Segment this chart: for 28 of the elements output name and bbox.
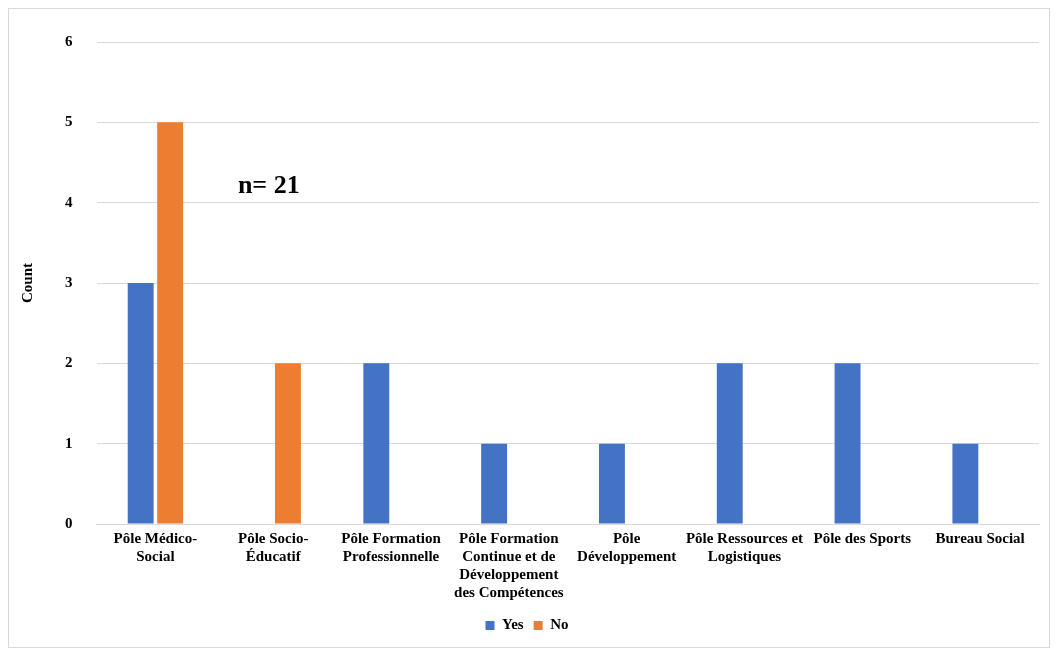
- y-tick-label: 4: [65, 193, 73, 210]
- x-tick-label: Pôle Formation Continue et de Développement des Compétences: [454, 529, 564, 600]
- y-axis-title: Count: [18, 262, 35, 304]
- legend-label: Yes: [502, 616, 524, 633]
- bar: [952, 443, 979, 524]
- legend-label: No: [550, 616, 569, 633]
- x-tick-label: Pôle des Sports: [813, 529, 912, 546]
- bar: [834, 363, 861, 524]
- bar: [481, 443, 508, 524]
- bar: [157, 122, 184, 524]
- x-tick-label: Pôle Formation Professionnelle: [341, 529, 442, 564]
- y-tick-label: 6: [65, 32, 73, 49]
- bar: [274, 363, 301, 524]
- bar: [127, 283, 154, 524]
- annotation: n= 21: [237, 170, 300, 200]
- bar: [598, 443, 625, 524]
- y-tick-label: 2: [65, 354, 73, 371]
- bar: [363, 363, 390, 524]
- y-tick-label: 0: [65, 514, 73, 531]
- x-tick-label: Pôle Socio-Éducatif: [238, 529, 309, 564]
- bar: [716, 363, 743, 524]
- x-tick-label: Bureau Social: [935, 529, 1025, 546]
- y-tick-label: 5: [65, 113, 73, 130]
- y-tick-label: 3: [65, 273, 73, 290]
- x-tick-label: Pôle Ressources et Logistiques: [685, 529, 804, 564]
- y-tick-label: 1: [65, 434, 73, 451]
- x-tick-label: Pôle Développement: [577, 529, 677, 564]
- x-tick-label: Pôle Médico-Social: [113, 529, 198, 564]
